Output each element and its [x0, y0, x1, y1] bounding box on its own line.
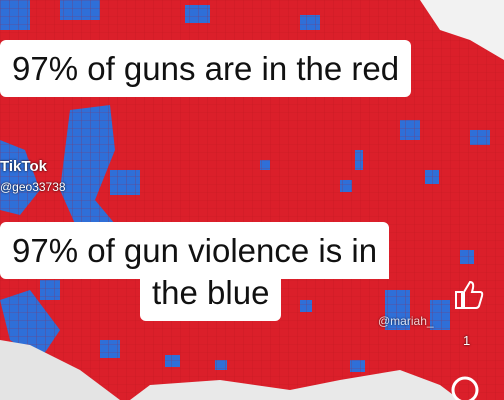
caption: the blue: [140, 264, 282, 321]
caption: 97% of guns are in the red: [0, 40, 412, 97]
app-name: TikTok: [0, 158, 47, 175]
mexico-area: [0, 340, 120, 400]
canada-area: [420, 0, 504, 60]
gulf-area: [130, 370, 460, 400]
search-icon[interactable]: [451, 376, 479, 400]
overlay-handle: @mariah_: [378, 314, 434, 328]
like-count: 1: [463, 333, 471, 348]
creator-handle: @geo33738: [0, 180, 66, 194]
like-icon[interactable]: [455, 280, 484, 309]
